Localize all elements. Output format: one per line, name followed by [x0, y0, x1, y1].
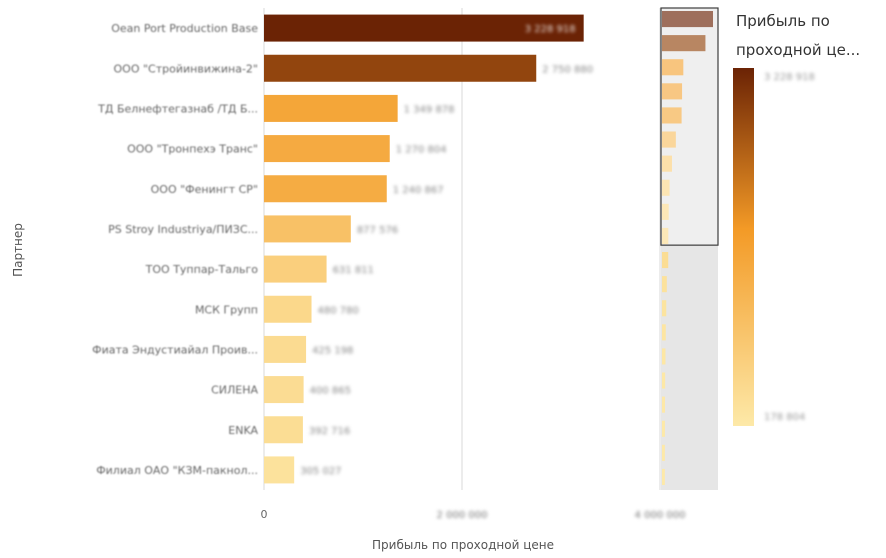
legend-gradient-bar: [733, 68, 754, 426]
bar[interactable]: [264, 175, 387, 203]
category-label: ООО "Фенингт СР": [151, 183, 258, 196]
bar[interactable]: [264, 456, 295, 484]
value-label: 631 811: [333, 265, 374, 276]
minimap-bar: [662, 35, 706, 52]
x-tick-label: 4 000 000: [635, 510, 686, 521]
bar[interactable]: [264, 14, 584, 42]
category-label: ТД Белнефтегазнаб /ТД Б...: [97, 102, 258, 115]
value-label: 1 240 867: [393, 185, 444, 196]
minimap-bar: [662, 83, 683, 100]
category-label: Oean Port Production Base: [111, 22, 258, 35]
bar[interactable]: [264, 54, 537, 82]
minimap-viewport[interactable]: [660, 7, 719, 246]
category-labels: Oean Port Production Base ООО "Стройинвиж…: [92, 22, 258, 477]
value-label: 1 349 878: [404, 104, 455, 115]
x-tick-label: 0: [261, 508, 268, 521]
minimap-bar: [662, 227, 669, 244]
minimap-bar: [662, 59, 684, 76]
bar[interactable]: [264, 135, 390, 163]
category-label: PS Stroy Industriya/ПИЗС...: [108, 223, 258, 236]
bars-group: [264, 14, 584, 484]
minimap-bar: [662, 372, 666, 389]
legend-min-label: 178 804: [764, 412, 805, 423]
minimap-bar: [662, 300, 667, 317]
value-label: 3 228 918: [525, 24, 576, 35]
value-label: 392 716: [309, 426, 350, 437]
value-labels: 3 228 918 2 750 880 1 349 878 1 270 804 1 24…: [300, 24, 593, 477]
category-label: МСК Групп: [195, 303, 258, 316]
x-axis-title: Прибыль по проходной цене: [372, 538, 554, 552]
bar[interactable]: [264, 416, 303, 444]
y-axis-title: Партнер: [11, 223, 25, 277]
bar[interactable]: [264, 94, 398, 122]
minimap-bar: [662, 468, 665, 485]
scroll-minimap[interactable]: [660, 7, 719, 490]
bar[interactable]: [264, 295, 312, 323]
minimap-bar: [662, 11, 713, 28]
minimap-bar: [662, 203, 669, 220]
value-label: 877 576: [357, 225, 398, 236]
category-label: Фиата Эндустиайал Проив...: [92, 343, 258, 356]
minimap-bar: [662, 107, 682, 124]
category-label: ООО "Стройинвижина-2": [114, 62, 258, 75]
minimap-bar: [662, 179, 670, 196]
value-label: 2 750 880: [542, 64, 593, 75]
bar[interactable]: [264, 335, 307, 363]
value-label: 1 270 804: [396, 145, 447, 156]
x-tick-label: 2 000 000: [437, 510, 488, 521]
value-label: 400 865: [310, 386, 351, 397]
color-legend: Прибыль по проходной це... 3 228 918 178…: [733, 12, 860, 426]
minimap-bar: [662, 155, 672, 172]
value-label: 305 027: [300, 466, 341, 477]
minimap-bar: [662, 324, 666, 341]
bar[interactable]: [264, 255, 327, 283]
bar[interactable]: [264, 215, 351, 243]
legend-title-line-2: проходной це...: [736, 41, 860, 59]
minimap-bar: [662, 131, 676, 148]
minimap-bar: [662, 420, 665, 437]
legend-title-line-1: Прибыль по: [736, 12, 830, 30]
legend-max-label: 3 228 918: [764, 72, 815, 83]
minimap-bar: [662, 444, 665, 461]
value-label: 480 780: [318, 305, 359, 316]
bar[interactable]: [264, 376, 304, 404]
x-axis-ticks: 0 2 000 000 4 000 000: [261, 508, 686, 521]
category-label: Филиал ОАО "КЗМ-пакнол...: [96, 464, 258, 477]
gridlines: [263, 8, 661, 490]
category-label: ENKA: [228, 424, 258, 437]
minimap-bar: [662, 252, 669, 269]
category-label: СИЛЕНА: [211, 384, 258, 397]
minimap-bar: [662, 348, 666, 365]
category-label: ТОО Туппар-Тальго: [145, 263, 259, 276]
value-label: 425 198: [312, 345, 353, 356]
category-label: ООО "Тронпехэ Транс": [127, 143, 258, 156]
minimap-bar: [662, 396, 666, 413]
minimap-bar: [662, 276, 667, 293]
